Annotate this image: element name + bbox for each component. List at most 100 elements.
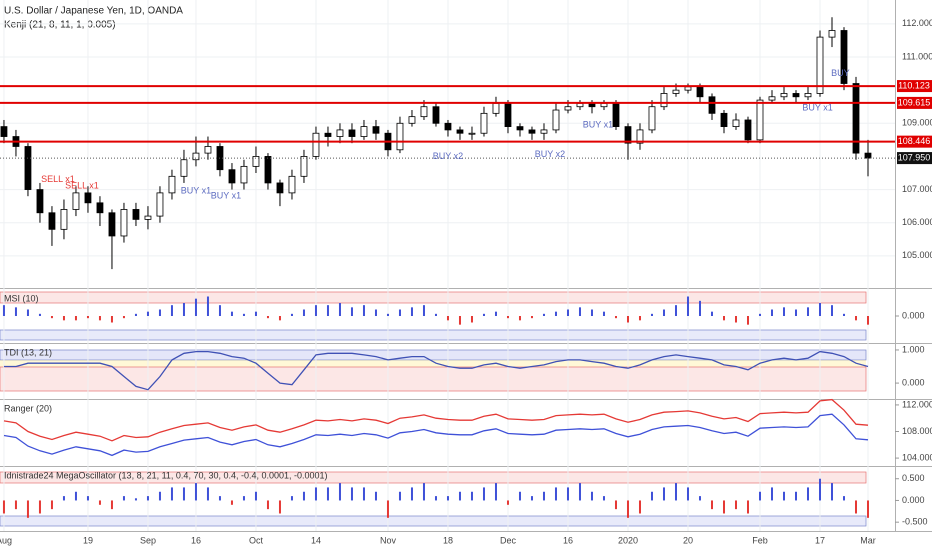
histogram-bar xyxy=(434,313,437,316)
histogram-bar xyxy=(758,491,761,501)
histogram-bar xyxy=(638,500,641,514)
histogram-bar xyxy=(278,500,281,514)
histogram-bar xyxy=(602,311,605,316)
histogram-bar xyxy=(242,496,245,501)
histogram-bar xyxy=(566,487,569,501)
histogram-bar xyxy=(302,309,305,316)
histogram-bar xyxy=(518,491,521,501)
candle-body xyxy=(252,156,260,167)
histogram-bar xyxy=(86,316,89,319)
histogram-bar xyxy=(26,500,29,518)
y-tick-label: 109.000 xyxy=(902,118,932,128)
histogram-bar xyxy=(830,305,833,316)
candle-body xyxy=(276,182,284,194)
histogram-bar xyxy=(482,313,485,316)
candle-body xyxy=(60,209,68,230)
candle-body xyxy=(336,129,344,137)
histogram-bar xyxy=(134,498,137,501)
x-tick-label: Mar xyxy=(860,535,876,545)
level-box xyxy=(897,135,932,148)
histogram-bar xyxy=(158,309,161,316)
level-box xyxy=(897,80,932,93)
histogram-bar xyxy=(746,316,749,325)
x-tick-label: 14 xyxy=(311,535,321,545)
histogram-bar xyxy=(230,311,233,316)
histogram-bar xyxy=(398,309,401,316)
candle-body xyxy=(228,169,236,184)
histogram-bar xyxy=(122,496,125,501)
histogram-bar xyxy=(710,311,713,316)
chart-subtitle: Kenji (21, 8, 11, 1, 0.005) xyxy=(4,20,116,31)
histogram-bar xyxy=(554,487,557,501)
histogram-bar xyxy=(806,307,809,316)
candle-body xyxy=(516,126,524,131)
signal-label: BUY x1 xyxy=(211,191,241,201)
level-label: 108.446 xyxy=(898,136,931,146)
y-tick-label: 0.500 xyxy=(902,473,925,483)
candle-body xyxy=(780,93,788,98)
histogram-bar xyxy=(398,491,401,501)
histogram-bar xyxy=(698,496,701,501)
histogram-bar xyxy=(182,487,185,501)
histogram-bar xyxy=(158,491,161,501)
histogram-bar xyxy=(50,316,53,319)
histogram-bar xyxy=(614,500,617,510)
histogram-bar xyxy=(650,313,653,316)
histogram-bar xyxy=(626,500,629,518)
x-tick-label: 18 xyxy=(443,535,453,545)
y-tick-label: 104.000 xyxy=(902,452,932,462)
histogram-bar xyxy=(2,500,5,514)
histogram-bar xyxy=(134,313,137,316)
histogram-bar xyxy=(470,491,473,501)
candle-body xyxy=(672,89,680,94)
histogram-bar xyxy=(38,500,41,514)
candle-body xyxy=(708,96,716,114)
x-tick-label: 16 xyxy=(563,535,573,545)
histogram-bar xyxy=(338,303,341,316)
x-tick-label: Dec xyxy=(500,535,517,545)
histogram-bar xyxy=(218,305,221,316)
histogram-bar xyxy=(542,491,545,501)
candle-body xyxy=(720,112,728,128)
candle-body xyxy=(312,132,320,157)
candle-body xyxy=(612,103,620,128)
histogram-bar xyxy=(374,491,377,501)
histogram-bar xyxy=(446,496,449,501)
histogram-bar xyxy=(530,496,533,501)
histogram-bar xyxy=(710,500,713,510)
signal-label: BUY x2 xyxy=(433,151,463,161)
histogram-bar xyxy=(698,300,701,316)
x-tick-label: Sep xyxy=(140,535,156,545)
level-label: 110.123 xyxy=(898,80,930,90)
histogram-bar xyxy=(566,309,569,316)
histogram-bar xyxy=(794,491,797,501)
y-tick-label: 0.000 xyxy=(902,310,925,320)
candle-body xyxy=(468,132,476,135)
histogram-bar xyxy=(578,307,581,316)
candle-body xyxy=(96,202,104,214)
histogram-bar xyxy=(278,316,281,321)
candle-body xyxy=(564,106,572,111)
panel-title: MSI (10) xyxy=(4,293,39,303)
candle-body xyxy=(852,83,860,154)
histogram-bar xyxy=(110,500,113,510)
indicator-line xyxy=(3,413,869,457)
histogram-bar xyxy=(494,483,497,501)
y-tick-label: 0.000 xyxy=(902,377,925,387)
indicator-line xyxy=(4,350,869,391)
histogram-bar xyxy=(362,305,365,316)
candle-body xyxy=(732,119,740,128)
candle-body xyxy=(636,129,644,144)
histogram-bar xyxy=(854,500,857,514)
candle-body xyxy=(480,112,488,134)
candle-body xyxy=(348,129,356,137)
histogram-bar xyxy=(614,316,617,319)
histogram-bar xyxy=(662,309,665,316)
candle-body xyxy=(660,93,668,108)
x-tick-label: Feb xyxy=(752,535,768,545)
histogram-bar xyxy=(326,305,329,316)
histogram-bar xyxy=(518,316,521,321)
histogram-bar xyxy=(386,500,389,518)
histogram-bar xyxy=(386,313,389,316)
